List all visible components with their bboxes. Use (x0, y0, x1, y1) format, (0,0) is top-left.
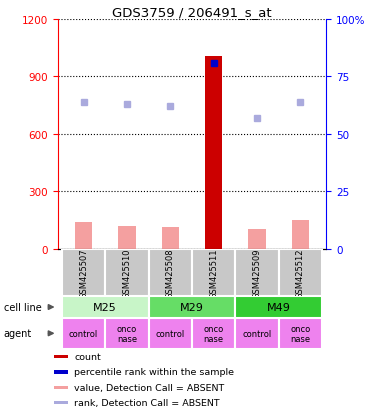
Text: M29: M29 (180, 302, 204, 312)
Text: GSM425512: GSM425512 (296, 248, 305, 298)
Text: onco
nase: onco nase (204, 324, 224, 343)
Bar (54, 370, 68, 374)
Text: GSM425510: GSM425510 (122, 248, 131, 298)
Text: GSM425511: GSM425511 (209, 248, 218, 298)
Bar (292, 221, 309, 249)
Text: control: control (242, 329, 272, 338)
Bar (235, 297, 322, 318)
Bar (54, 355, 68, 358)
Title: GDS3759 / 206491_s_at: GDS3759 / 206491_s_at (112, 6, 272, 19)
Bar (62, 249, 105, 297)
Text: onco
nase: onco nase (117, 324, 137, 343)
Bar (235, 249, 279, 297)
Text: value, Detection Call = ABSENT: value, Detection Call = ABSENT (74, 383, 224, 392)
Bar (279, 249, 322, 297)
Bar (149, 318, 192, 349)
Bar (249, 229, 266, 249)
Text: M49: M49 (267, 302, 291, 312)
Bar (118, 226, 135, 249)
Bar (162, 227, 179, 249)
Text: control: control (69, 329, 98, 338)
Text: cell line: cell line (4, 302, 42, 312)
Text: count: count (74, 352, 101, 361)
Text: onco
nase: onco nase (290, 324, 311, 343)
Bar (105, 249, 149, 297)
Bar (62, 297, 149, 318)
Text: GSM425508: GSM425508 (166, 247, 175, 298)
Bar (149, 249, 192, 297)
Text: GSM425507: GSM425507 (79, 247, 88, 298)
Bar (205, 57, 222, 249)
Text: M25: M25 (93, 302, 117, 312)
Bar (279, 318, 322, 349)
Bar (105, 318, 149, 349)
Text: control: control (156, 329, 185, 338)
Text: GSM425509: GSM425509 (253, 248, 262, 298)
Bar (235, 318, 279, 349)
Bar (75, 222, 92, 249)
Text: rank, Detection Call = ABSENT: rank, Detection Call = ABSENT (74, 398, 220, 407)
Bar (62, 318, 105, 349)
Bar (54, 386, 68, 389)
Text: percentile rank within the sample: percentile rank within the sample (74, 368, 234, 377)
Bar (149, 297, 235, 318)
Text: agent: agent (4, 328, 32, 339)
Bar (192, 249, 235, 297)
Bar (54, 401, 68, 404)
Bar (192, 318, 235, 349)
